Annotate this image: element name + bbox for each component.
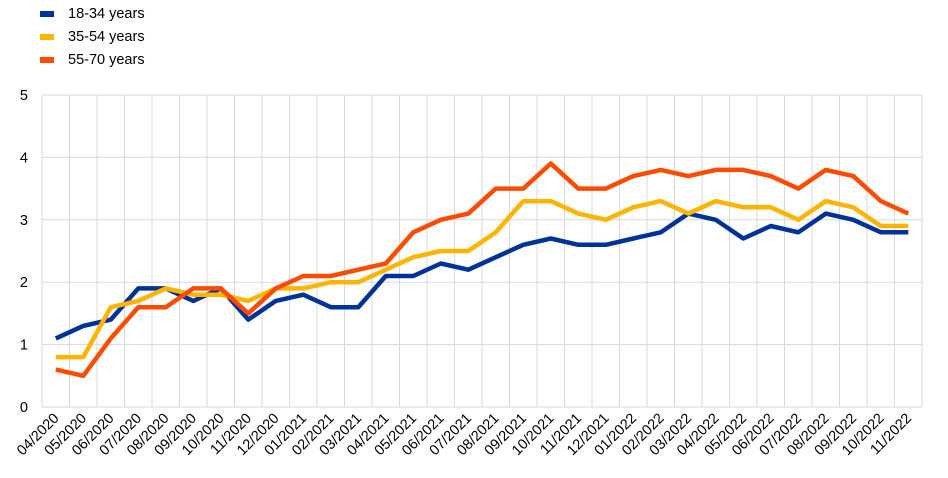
legend-item-18-34: 18-34 years (40, 2, 145, 25)
legend-swatch-18-34 (40, 10, 54, 17)
series-line-55-70-years (55, 161, 910, 379)
legend-label-35-54: 35-54 years (68, 28, 145, 45)
y-tick-label: 1 (20, 338, 28, 354)
y-tick-label: 2 (20, 275, 28, 291)
series-line-35-54-years (55, 198, 909, 360)
legend-label-55-70: 55-70 years (68, 51, 145, 68)
legend-item-55-70: 55-70 years (40, 48, 145, 71)
legend: 18-34 years 35-54 years 55-70 years (40, 2, 145, 71)
y-tick-label: 0 (20, 400, 28, 416)
y-tick-label: 3 (20, 213, 28, 229)
legend-swatch-55-70 (40, 56, 54, 63)
y-axis-ticks: 0 1 2 3 4 5 (20, 88, 28, 416)
series-lines (54, 161, 910, 379)
grid (41, 94, 923, 408)
legend-item-35-54: 35-54 years (40, 25, 145, 48)
x-axis-ticks: 04/202005/202006/202007/202008/202009/20… (14, 411, 915, 459)
legend-label-18-34: 18-34 years (68, 5, 145, 22)
y-tick-label: 4 (20, 150, 28, 166)
series-line-18-34-years (54, 211, 909, 341)
legend-swatch-35-54 (40, 33, 54, 40)
y-tick-label: 5 (20, 88, 28, 104)
